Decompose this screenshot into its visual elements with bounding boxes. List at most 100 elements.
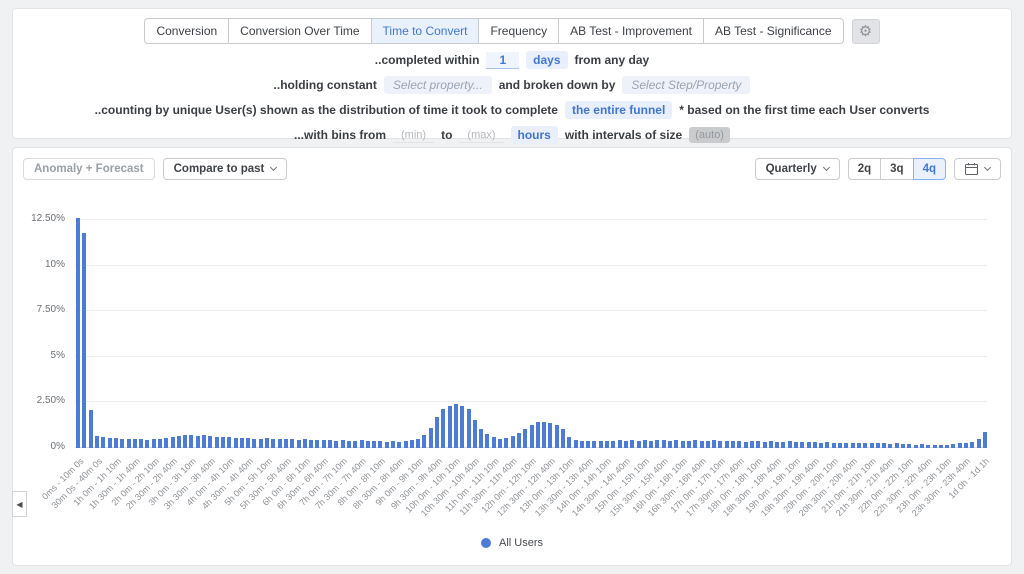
bar[interactable] bbox=[101, 437, 106, 448]
bar[interactable] bbox=[699, 440, 704, 448]
bar[interactable] bbox=[151, 438, 156, 448]
bar[interactable] bbox=[938, 445, 943, 448]
bar[interactable] bbox=[466, 408, 471, 448]
bar[interactable] bbox=[781, 441, 786, 448]
bar[interactable] bbox=[806, 441, 811, 448]
bar[interactable] bbox=[397, 441, 402, 448]
bar[interactable] bbox=[340, 439, 345, 448]
bar[interactable] bbox=[592, 440, 597, 448]
bar[interactable] bbox=[252, 438, 257, 448]
select-breakdown-dropdown[interactable]: Select Step/Property bbox=[622, 76, 751, 94]
bar[interactable] bbox=[825, 441, 830, 448]
bar[interactable] bbox=[403, 440, 408, 448]
bar[interactable] bbox=[731, 440, 736, 448]
bar[interactable] bbox=[246, 437, 251, 448]
bar[interactable] bbox=[485, 434, 490, 448]
bar[interactable] bbox=[120, 438, 125, 448]
bins-interval-input[interactable]: (auto) bbox=[689, 127, 730, 143]
bar[interactable] bbox=[132, 438, 137, 448]
bar[interactable] bbox=[271, 438, 276, 448]
bar[interactable] bbox=[428, 427, 433, 448]
bar[interactable] bbox=[630, 439, 635, 448]
bar[interactable] bbox=[768, 440, 773, 448]
bar[interactable] bbox=[82, 232, 87, 448]
conversion-window-unit-dropdown[interactable]: days bbox=[526, 51, 568, 69]
bar[interactable] bbox=[145, 439, 150, 448]
bar[interactable] bbox=[202, 435, 207, 448]
bar[interactable] bbox=[208, 436, 213, 448]
bar[interactable] bbox=[850, 442, 855, 448]
bar[interactable] bbox=[183, 435, 188, 448]
conversion-window-value-input[interactable]: 1 bbox=[486, 51, 520, 69]
bar[interactable] bbox=[649, 440, 654, 448]
bar[interactable] bbox=[623, 440, 628, 448]
bar[interactable] bbox=[309, 439, 314, 448]
bar[interactable] bbox=[907, 444, 912, 448]
bar[interactable] bbox=[302, 438, 307, 448]
bar[interactable] bbox=[894, 443, 899, 448]
bar[interactable] bbox=[239, 437, 244, 448]
bar[interactable] bbox=[390, 440, 395, 448]
bar[interactable] bbox=[957, 443, 962, 448]
bar[interactable] bbox=[932, 445, 937, 448]
bar[interactable] bbox=[605, 440, 610, 448]
bar[interactable] bbox=[775, 441, 780, 448]
bar[interactable] bbox=[353, 440, 358, 448]
bar[interactable] bbox=[573, 439, 578, 448]
bins-max-input[interactable]: (max) bbox=[459, 128, 504, 143]
bar[interactable] bbox=[693, 439, 698, 448]
select-property-dropdown[interactable]: Select property... bbox=[383, 76, 492, 94]
tab-time-to-convert[interactable]: Time to Convert bbox=[370, 18, 480, 44]
bar[interactable] bbox=[107, 437, 112, 448]
bar[interactable] bbox=[277, 438, 282, 448]
anomaly-forecast-button[interactable]: Anomaly + Forecast bbox=[23, 158, 155, 180]
bar[interactable] bbox=[724, 440, 729, 448]
bar[interactable] bbox=[819, 442, 824, 448]
bar[interactable] bbox=[214, 437, 219, 448]
bar[interactable] bbox=[901, 444, 906, 448]
bar[interactable] bbox=[296, 439, 301, 448]
bins-unit-dropdown[interactable]: hours bbox=[510, 126, 558, 144]
bar[interactable] bbox=[265, 437, 270, 448]
bar[interactable] bbox=[636, 440, 641, 448]
bar[interactable] bbox=[561, 428, 565, 448]
range-option-2q[interactable]: 2q bbox=[847, 158, 882, 180]
bar[interactable] bbox=[88, 409, 93, 448]
funnel-scope-dropdown[interactable]: the entire funnel bbox=[564, 101, 673, 119]
settings-button[interactable]: ⚙ bbox=[851, 18, 880, 44]
bar[interactable] bbox=[882, 443, 887, 448]
bar[interactable] bbox=[611, 440, 616, 448]
bar[interactable] bbox=[793, 441, 798, 448]
granularity-dropdown[interactable]: Quarterly bbox=[754, 158, 840, 180]
bar[interactable] bbox=[856, 442, 861, 448]
bar[interactable] bbox=[441, 408, 446, 448]
bar[interactable] bbox=[416, 438, 421, 448]
bar[interactable] bbox=[579, 440, 584, 448]
bar[interactable] bbox=[686, 440, 691, 448]
bar[interactable] bbox=[290, 438, 295, 448]
bar[interactable] bbox=[567, 437, 572, 448]
bar[interactable] bbox=[951, 444, 956, 448]
legend-swatch-all-users[interactable] bbox=[480, 538, 491, 548]
bar[interactable] bbox=[844, 442, 849, 448]
bar[interactable] bbox=[189, 435, 194, 448]
tab-conversion[interactable]: Conversion bbox=[144, 18, 230, 44]
bar[interactable] bbox=[762, 441, 767, 448]
bar[interactable] bbox=[831, 442, 836, 448]
bar[interactable] bbox=[479, 428, 484, 448]
bar[interactable] bbox=[529, 425, 534, 448]
bar[interactable] bbox=[863, 443, 868, 448]
bar[interactable] bbox=[504, 437, 509, 448]
bar[interactable] bbox=[334, 440, 339, 448]
tab-ab-test-significance[interactable]: AB Test - Significance bbox=[703, 18, 844, 44]
bar[interactable] bbox=[756, 440, 761, 448]
tab-ab-test-improvement[interactable]: AB Test - Improvement bbox=[558, 18, 704, 44]
bar[interactable] bbox=[554, 425, 559, 448]
tab-conversion-over-time[interactable]: Conversion Over Time bbox=[228, 18, 372, 44]
bar[interactable] bbox=[233, 437, 238, 448]
bar[interactable] bbox=[926, 445, 931, 448]
bar[interactable] bbox=[195, 436, 200, 448]
range-option-3q[interactable]: 3q bbox=[880, 158, 914, 180]
range-option-4q[interactable]: 4q bbox=[912, 158, 946, 180]
bar[interactable] bbox=[718, 440, 723, 448]
